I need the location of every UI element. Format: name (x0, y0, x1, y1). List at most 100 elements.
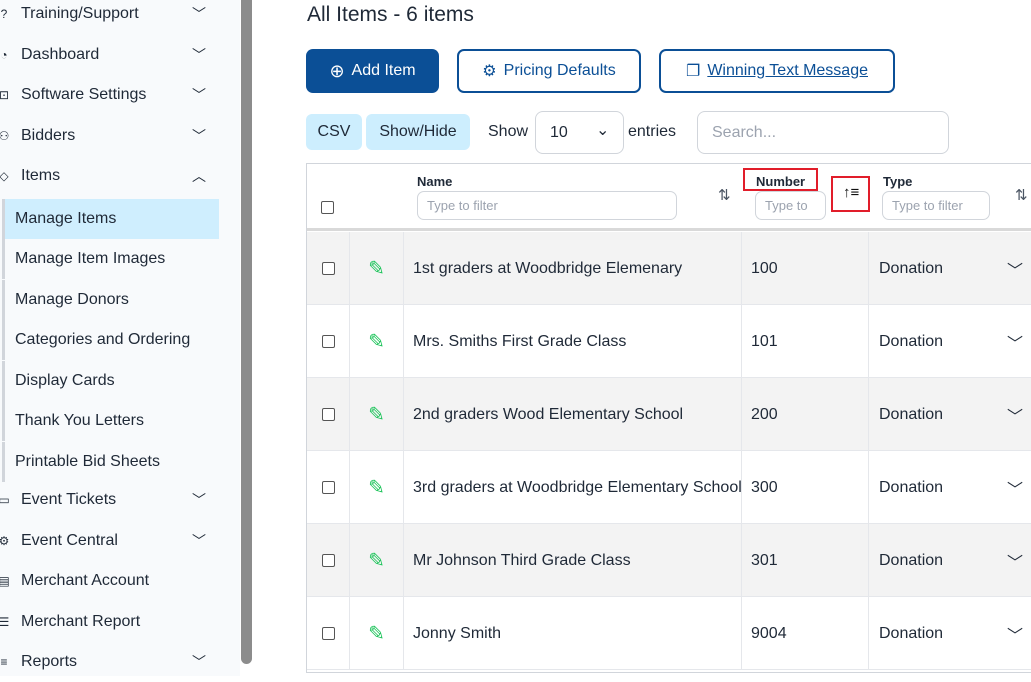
chevron-down-icon: ﹀ (192, 492, 206, 508)
sidebar-item[interactable]: ☰ Merchant Report (0, 602, 220, 642)
row-checkbox[interactable] (321, 627, 335, 640)
highlight-box (831, 176, 870, 212)
row-checkbox[interactable] (321, 554, 335, 567)
chevron-down-icon: ﹀ (1007, 627, 1024, 645)
type-select[interactable]: Donation ﹀ (869, 378, 1031, 451)
chevron-down-icon: ﹀ (1007, 554, 1024, 572)
gear-icon: ⚙ (482, 63, 497, 80)
edit-icon[interactable]: ✎ (368, 623, 385, 645)
question-circle-icon: ? (0, 7, 8, 21)
sort-type-icon[interactable]: ⇅ (1015, 187, 1028, 204)
edit-icon[interactable]: ✎ (368, 477, 385, 499)
chevron-down-icon: ﹀ (1007, 262, 1024, 280)
ticket-icon: ▭ (0, 493, 10, 507)
windows-icon: ❐ (685, 63, 701, 80)
gavel-icon: ◇ (0, 169, 9, 183)
show-hide-button[interactable]: Show/Hide (366, 114, 470, 150)
sidebar-subitem[interactable]: Display Cards (2, 360, 219, 401)
table-row: ✎ 1st graders at Woodbridge Elemenary 10… (307, 232, 1031, 305)
search-input[interactable]: Search... (697, 111, 949, 154)
cell-number: 300 (742, 451, 869, 524)
sort-name-icon[interactable]: ⇅ (718, 187, 731, 204)
row-checkbox[interactable] (321, 481, 335, 494)
list-icon: ≡ (0, 655, 8, 669)
sidebar-item[interactable]: ◔ Dashboard ﹀ (0, 35, 220, 75)
cell-name: 2nd graders Wood Elementary School (404, 378, 742, 451)
table-row: ✎ Mrs. Smiths First Grade Class 101 Dona… (307, 305, 1031, 378)
header-type: Type (883, 174, 913, 189)
sort-ascending-icon[interactable]: ↑≡ (843, 184, 860, 201)
cell-number: 100 (742, 232, 869, 305)
card-icon: ▤ (0, 574, 10, 588)
sidebar-item[interactable]: ? Training/Support ﹀ (0, 0, 220, 34)
cell-number: 200 (742, 378, 869, 451)
entries-label: entries (628, 123, 677, 140)
edit-icon[interactable]: ✎ (368, 331, 385, 353)
sidebar-scrollbar[interactable] (241, 0, 252, 664)
cell-number: 101 (742, 305, 869, 378)
sidebar-subitem[interactable]: Manage Items (2, 198, 219, 239)
add-item-button[interactable]: ⊕ Add Item (306, 49, 439, 93)
sidebar: ? Training/Support ﹀ ◔ Dashboard ﹀ ⊡ Software S… (0, 0, 240, 676)
chevron-down-icon: ﹀ (192, 6, 206, 22)
cell-name: Jonny Smith (404, 597, 742, 670)
cell-name: Mr Johnson Third Grade Class (404, 524, 742, 597)
type-select[interactable]: Donation ﹀ (869, 451, 1031, 524)
csv-button[interactable]: CSV (306, 114, 362, 150)
cell-number: 9004 (742, 597, 869, 670)
sidebar-subitem[interactable]: Manage Item Images (2, 239, 219, 279)
select-all-checkbox[interactable] (321, 201, 334, 214)
chevron-down-icon: ﹀ (192, 532, 206, 549)
chevron-down-icon: ﹀ (192, 87, 206, 103)
edit-icon[interactable]: ✎ (368, 258, 385, 280)
sidebar-item[interactable]: ▤ Merchant Account (0, 561, 220, 601)
sidebar-item[interactable]: ◇ Items ︿ (0, 156, 220, 196)
page-title: All Items - 6 items (307, 3, 474, 26)
table-row: ✎ Mr Johnson Third Grade Class 301 Donat… (307, 524, 1031, 597)
highlight-box (743, 168, 818, 191)
chevron-down-icon: ﹀ (192, 127, 206, 144)
edit-icon[interactable]: ✎ (368, 550, 385, 572)
table-row: ✎ 2nd graders Wood Elementary School 200… (307, 378, 1031, 451)
chevron-down-icon: ﹀ (1007, 335, 1024, 353)
sidebar-subitem[interactable]: Categories and Ordering (2, 320, 219, 360)
sidebar-subitem[interactable]: Printable Bid Sheets (2, 441, 219, 482)
sidebar-subitem[interactable]: Thank You Letters (2, 401, 219, 441)
table-row: ✎ 3rd graders at Woodbridge Elementary S… (307, 451, 1031, 524)
chevron-down-icon: ﹀ (1007, 408, 1024, 426)
sidebar-item[interactable]: ▭ Event Tickets ﹀ (0, 480, 220, 520)
sidebar-item[interactable]: ⚙ Event Central ﹀ (0, 521, 220, 561)
edit-icon[interactable]: ✎ (368, 404, 385, 426)
pricing-defaults-button[interactable]: ⚙ Pricing Defaults (457, 49, 641, 93)
row-checkbox[interactable] (321, 335, 335, 348)
sidebar-item[interactable]: ⚇ Bidders ﹀ (0, 116, 220, 156)
winning-text-message-button[interactable]: ❐ Winning Text Message (659, 49, 895, 93)
chevron-down-icon: ﹀ (192, 654, 206, 670)
table-row: ✎ Jonny Smith 9004 Donation ﹀ (307, 597, 1031, 670)
chevron-down-icon: ﹀ (192, 46, 206, 63)
type-filter-input[interactable]: Type to filter (882, 191, 990, 220)
cell-name: 3rd graders at Woodbridge Elementary Sch… (404, 451, 742, 524)
entries-select[interactable]: 10 ⌄ (535, 111, 624, 154)
type-select[interactable]: Donation ﹀ (869, 305, 1031, 378)
gears-icon: ⚙ (0, 533, 10, 548)
type-select[interactable]: Donation ﹀ (869, 232, 1031, 305)
cell-name: Mrs. Smiths First Grade Class (404, 305, 742, 378)
header-number[interactable]: Number (756, 174, 806, 189)
chevron-down-icon: ⌄ (596, 122, 610, 139)
sidebar-item[interactable]: ≡ Reports ﹀ (0, 642, 220, 682)
type-select[interactable]: Donation ﹀ (869, 524, 1031, 597)
type-select[interactable]: Donation ﹀ (869, 597, 1031, 670)
gauge-icon: ◔ (0, 47, 8, 62)
chevron-up-icon: ︿ (192, 168, 206, 184)
table-header: Name Type to filter ⇅ Number Type to ↑≡ … (307, 164, 1031, 231)
header-name: Name (417, 174, 453, 189)
name-filter-input[interactable]: Type to filter (417, 191, 677, 220)
row-checkbox[interactable] (321, 408, 335, 421)
sidebar-item[interactable]: ⊡ Software Settings ﹀ (0, 75, 220, 115)
cell-number: 301 (742, 524, 869, 597)
show-label: Show (488, 123, 529, 140)
row-checkbox[interactable] (321, 262, 335, 275)
sidebar-subitem[interactable]: Manage Donors (2, 279, 219, 320)
number-filter-input[interactable]: Type to (755, 191, 826, 220)
